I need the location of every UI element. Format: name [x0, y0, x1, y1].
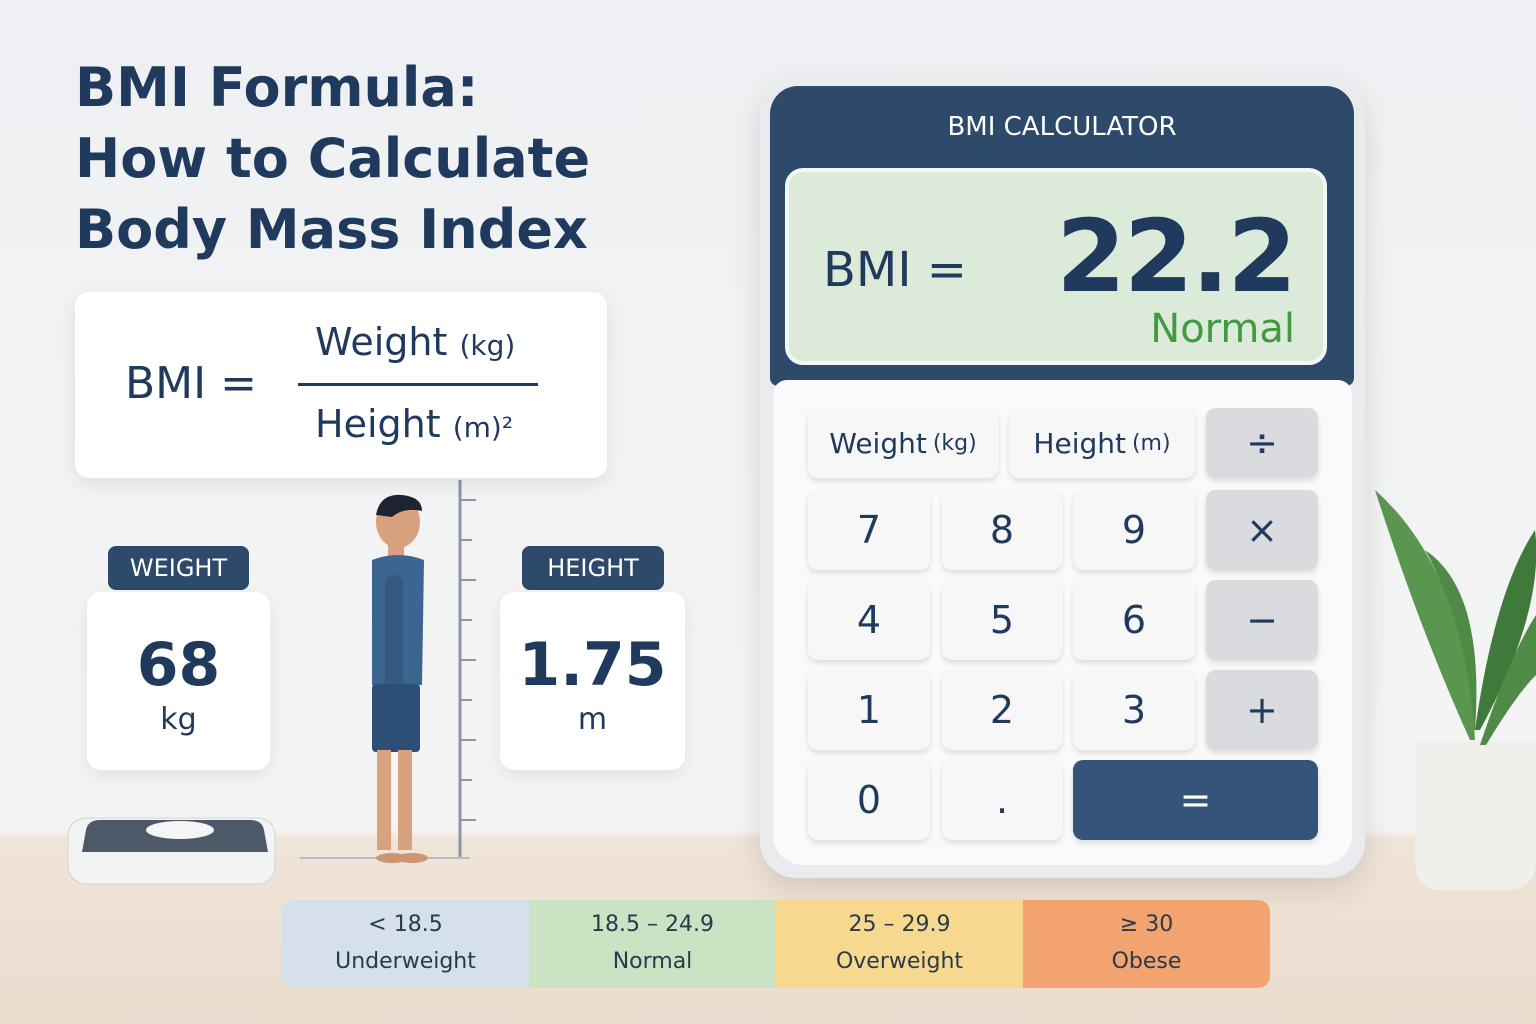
key-text: 1: [856, 688, 882, 732]
calc-key[interactable]: 4: [808, 580, 930, 660]
weight-value: 68: [136, 630, 221, 700]
calc-key[interactable]: 2: [942, 670, 1062, 750]
calc-key[interactable]: +: [1206, 670, 1318, 750]
key-text: +: [1246, 688, 1278, 732]
category-label: Normal: [612, 949, 693, 974]
key-text: 3: [1121, 688, 1147, 732]
key-text: Height: [1033, 426, 1126, 460]
calc-key[interactable]: 8: [942, 490, 1062, 570]
title-line: BMI Formula:: [75, 56, 479, 119]
calc-key[interactable]: 6: [1073, 580, 1195, 660]
calc-key[interactable]: ÷: [1206, 408, 1318, 478]
key-text: .: [995, 778, 1009, 822]
height-card: 1.75 m: [500, 592, 685, 770]
category-label: Overweight: [835, 949, 964, 974]
calc-key[interactable]: 5: [942, 580, 1062, 660]
calc-key[interactable]: 1: [808, 670, 930, 750]
calc-key[interactable]: Weight (kg): [808, 408, 998, 478]
key-text: 7: [856, 508, 882, 552]
key-text: 4: [856, 598, 882, 642]
height-unit: m: [577, 702, 608, 737]
weight-unit: kg: [160, 702, 197, 737]
key-text: 6: [1121, 598, 1147, 642]
category-range: 25 – 29.9: [848, 912, 951, 937]
fraction-bar: [298, 383, 538, 386]
numerator-unit: (kg): [459, 329, 516, 362]
title-line: Body Mass Index: [75, 198, 588, 261]
calculator-title: BMI CALCULATOR: [947, 112, 1177, 142]
key-text: =: [1179, 778, 1212, 822]
calc-key[interactable]: ×: [1206, 490, 1318, 570]
key-text: 2: [989, 688, 1015, 732]
formula-numerator: Weight (kg): [315, 320, 515, 364]
height-value: 1.75: [518, 630, 667, 700]
numerator-text: Weight: [315, 320, 448, 364]
calc-key[interactable]: Height (m): [1009, 408, 1195, 478]
bmi-category: ≥ 30 Obese: [1023, 900, 1270, 988]
denominator-text: Height: [315, 402, 441, 446]
calc-key[interactable]: 3: [1073, 670, 1195, 750]
bmi-category: 18.5 – 24.9 Normal: [529, 900, 776, 988]
key-text: 9: [1121, 508, 1147, 552]
height-label: HEIGHT: [522, 546, 664, 590]
key-text: −: [1246, 598, 1278, 642]
formula-lhs: BMI =: [125, 358, 257, 409]
calc-key[interactable]: 7: [808, 490, 930, 570]
display-value: 22.2: [1056, 198, 1297, 315]
denominator-unit: (m)²: [452, 411, 514, 444]
category-label: Obese: [1111, 949, 1182, 974]
title-line: How to Calculate: [75, 127, 591, 190]
page-title: BMI Formula: How to Calculate Body Mass …: [75, 52, 590, 265]
category-range: 18.5 – 24.9: [591, 912, 714, 937]
category-label: Underweight: [335, 949, 476, 974]
calc-key[interactable]: .: [942, 760, 1062, 840]
key-text: 8: [989, 508, 1015, 552]
display-label: BMI =: [823, 242, 967, 298]
key-text: 0: [856, 778, 882, 822]
calc-key[interactable]: 9: [1073, 490, 1195, 570]
category-range: ≥ 30: [1119, 912, 1174, 937]
calc-key[interactable]: −: [1206, 580, 1318, 660]
bmi-category: < 18.5 Underweight: [282, 900, 529, 988]
display-status: Normal: [1150, 306, 1295, 352]
category-range: < 18.5: [368, 912, 443, 937]
bmi-category: 25 – 29.9 Overweight: [776, 900, 1023, 988]
formula-card: BMI = Weight (kg) Height (m)²: [75, 292, 607, 478]
calc-key[interactable]: 0: [808, 760, 930, 840]
calc-key[interactable]: =: [1073, 760, 1318, 840]
calculator-display: BMI = 22.2 Normal: [785, 168, 1327, 365]
weight-card: 68 kg: [87, 592, 270, 770]
key-unit: (kg): [932, 430, 977, 456]
key-text: ÷: [1246, 421, 1278, 465]
formula-denominator: Height (m)²: [315, 402, 513, 446]
weight-label: WEIGHT: [108, 546, 249, 590]
key-text: Weight: [829, 426, 927, 460]
key-text: ×: [1246, 508, 1278, 552]
key-unit: (m): [1131, 430, 1171, 456]
key-text: 5: [989, 598, 1015, 642]
